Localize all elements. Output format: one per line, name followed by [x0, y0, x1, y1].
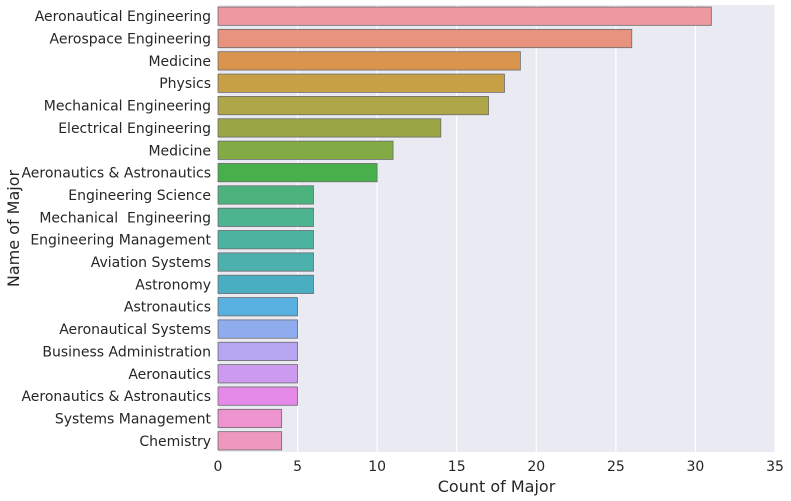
y-tick-label: Aviation Systems	[91, 255, 211, 271]
plot-area	[218, 5, 775, 452]
bar	[217, 163, 378, 183]
bar	[217, 140, 394, 160]
bar	[217, 73, 505, 93]
y-tick-label: Mechanical Engineering	[44, 99, 211, 115]
y-tick-label: Aerospace Engineering	[50, 32, 211, 48]
y-tick-label: Business Administration	[42, 344, 211, 360]
x-tick-label: 0	[214, 459, 223, 475]
bar	[217, 274, 314, 294]
bars	[217, 6, 712, 451]
y-tick-labels: Aeronautical Engineering Aerospace Engine…	[21, 9, 211, 450]
y-tick-label: Medicine	[148, 54, 211, 70]
x-tick-label: 5	[293, 459, 302, 475]
y-axis-label: Name of Major	[4, 169, 23, 287]
bar	[217, 28, 633, 49]
x-tick-label: 25	[607, 459, 625, 475]
bar	[217, 96, 489, 116]
bar	[217, 252, 314, 272]
y-tick-label: Mechanical Engineering	[39, 210, 211, 226]
x-tick-label: 35	[766, 459, 784, 475]
y-tick-label: Aeronautics & Astronautics	[21, 389, 211, 405]
y-tick-label: Electrical Engineering	[58, 121, 211, 137]
bar	[217, 386, 298, 406]
y-tick-label: Engineering Science	[68, 188, 211, 204]
bar	[217, 207, 314, 227]
bar	[217, 297, 298, 317]
bar	[217, 185, 314, 205]
y-tick-label: Medicine	[148, 143, 211, 159]
bar	[217, 431, 283, 451]
x-tick-labels: 0 5 10 15 20 25 30 35	[214, 459, 784, 475]
x-tick-label: 10	[368, 459, 386, 475]
bar	[217, 6, 712, 26]
y-tick-label: Systems Management	[55, 411, 212, 427]
bar	[217, 51, 521, 71]
bar	[217, 341, 298, 361]
x-tick-label: 30	[687, 459, 705, 475]
x-axis-label: Count of Major	[438, 477, 556, 496]
bar	[217, 408, 283, 429]
x-tick-label: 20	[527, 459, 545, 475]
x-tick-label: 15	[448, 459, 466, 475]
y-tick-label: Aeronautics & Astronautics	[21, 166, 211, 182]
y-tick-label: Chemistry	[139, 434, 211, 450]
bar	[217, 364, 298, 384]
y-tick-label: Astronomy	[135, 277, 211, 293]
bar	[217, 230, 314, 250]
bar	[217, 319, 298, 339]
y-tick-label: Aeronautical Systems	[59, 322, 211, 338]
y-tick-label: Aeronautics	[128, 367, 211, 383]
y-tick-label: Aeronautical Engineering	[35, 9, 211, 25]
y-tick-label: Astronautics	[124, 300, 211, 316]
bar	[217, 118, 442, 138]
y-tick-label: Engineering Management	[30, 233, 211, 249]
y-tick-label: Physics	[159, 76, 211, 92]
